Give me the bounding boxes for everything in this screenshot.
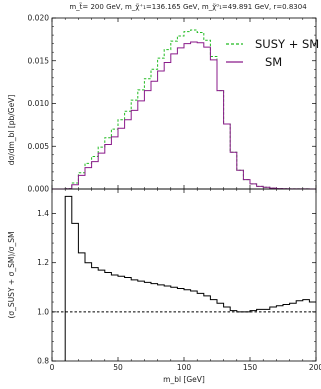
bottom-xtick-label: 150 — [243, 363, 258, 372]
ratio-histogram-line — [64, 195, 316, 361]
bottom-xtick-label: 0 — [50, 363, 55, 372]
top-ytick-label: 0.015 — [28, 56, 50, 65]
legend: SUSY + SM SM — [226, 37, 319, 69]
top-ytick-label: 0.020 — [28, 14, 50, 23]
top-panel-series — [52, 29, 316, 190]
chart-title: m_t̃= 200 GeV, m_χ̃⁺₁=136.165 GeV, m_χ̃⁰… — [69, 3, 307, 11]
bottom-ytick-label: 0.8 — [37, 357, 49, 366]
legend-sm-label: SM — [265, 55, 282, 69]
bottom-panel-frame — [51, 188, 317, 362]
sm-histogram-line — [52, 41, 316, 190]
bottom-panel-ticks: 0.8 1.0 1.2 1.4 0 50 100 150 200 — [37, 189, 321, 372]
top-panel-ticks: 0.000 0.005 0.010 0.015 0.020 — [28, 14, 317, 194]
bottom-ytick-label: 1.4 — [37, 209, 49, 218]
top-ytick-label: 0.000 — [28, 185, 50, 194]
top-y-axis-label: dσ/dm_bl [pb/GeV] — [7, 95, 16, 166]
x-axis-label: m_bl [GeV] — [163, 375, 205, 384]
bottom-ytick-label: 1.0 — [37, 307, 49, 316]
legend-susy-label: SUSY + SM — [255, 37, 319, 51]
top-ytick-label: 0.005 — [28, 142, 50, 151]
bottom-xtick-label: 50 — [113, 363, 123, 372]
bottom-ytick-label: 1.2 — [37, 258, 49, 267]
bottom-panel-series — [52, 195, 316, 361]
bottom-xtick-label: 100 — [177, 363, 192, 372]
bottom-y-axis-label: (σ_SUSY + σ_SM)/σ_SM — [7, 232, 16, 319]
top-ytick-label: 0.010 — [28, 99, 50, 108]
bottom-xtick-label: 200 — [309, 363, 321, 372]
